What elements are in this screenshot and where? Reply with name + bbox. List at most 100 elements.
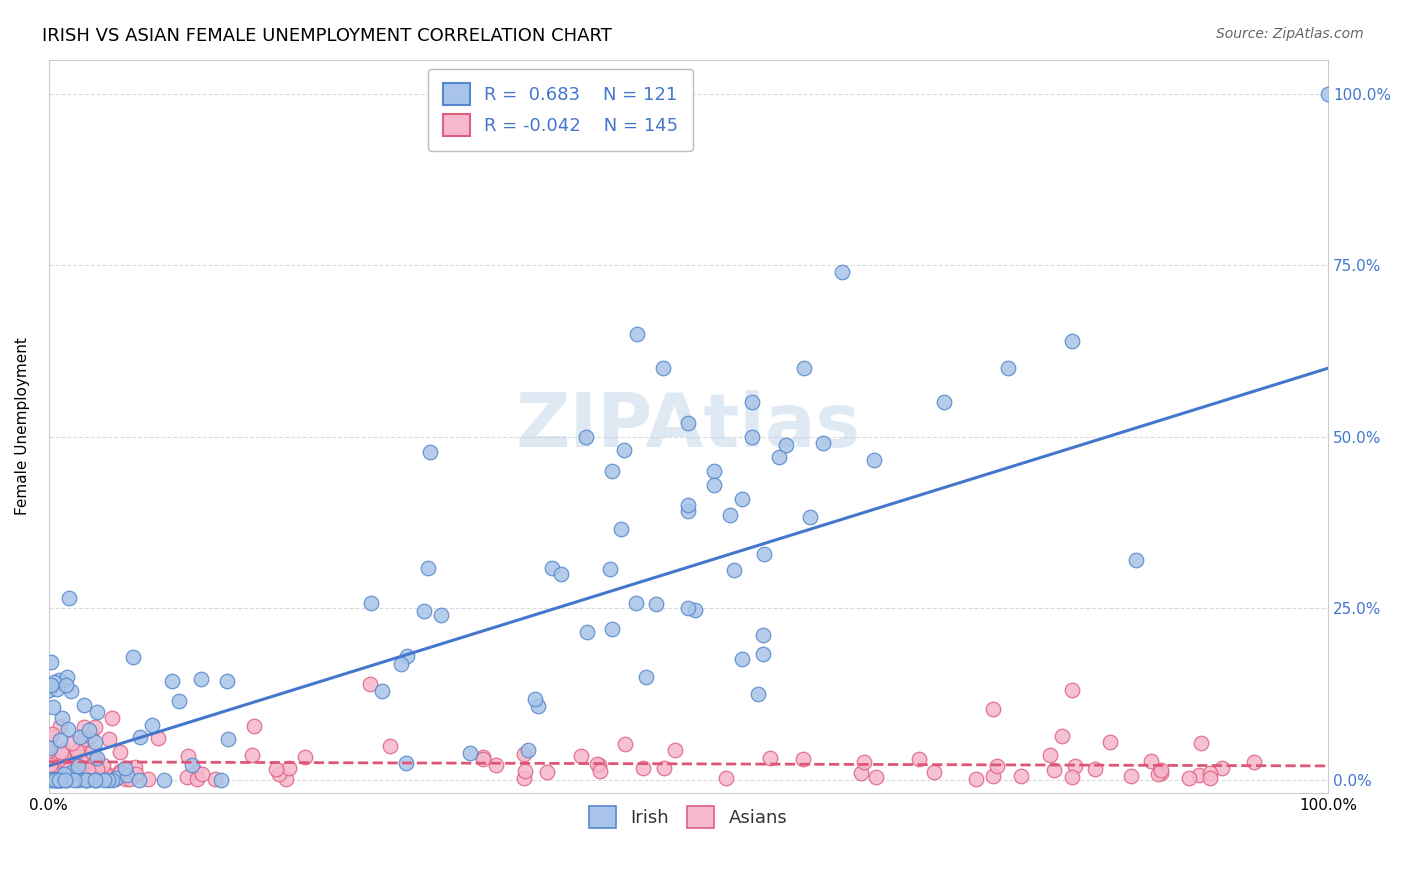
Point — [484, 757, 506, 772]
Point — [42, 746, 65, 760]
Point — [731, 651, 754, 665]
Point — [48, 772, 70, 787]
Point — [91, 758, 114, 772]
Point — [191, 766, 214, 780]
Point — [42, 760, 65, 774]
Point — [39, 757, 62, 772]
Point — [63, 771, 86, 785]
Point — [46, 772, 69, 787]
Point — [53, 767, 76, 781]
Point — [1317, 87, 1340, 101]
Point — [77, 772, 100, 786]
Point — [67, 758, 90, 772]
Point — [541, 561, 564, 575]
Point — [703, 464, 725, 478]
Point — [60, 771, 83, 785]
Point — [472, 749, 495, 764]
Point — [981, 769, 1004, 783]
Point — [378, 739, 401, 754]
Point — [108, 765, 131, 780]
Point — [1099, 734, 1122, 748]
Point — [100, 772, 122, 787]
Point — [66, 765, 89, 780]
Point — [96, 766, 118, 780]
Point — [981, 702, 1004, 716]
Point — [60, 765, 83, 780]
Point — [39, 730, 62, 744]
Point — [41, 772, 63, 787]
Point — [1189, 736, 1212, 750]
Point — [184, 764, 207, 779]
Point — [49, 772, 72, 787]
Point — [1062, 683, 1084, 698]
Point — [243, 719, 266, 733]
Point — [69, 764, 91, 779]
Point — [84, 753, 107, 767]
Point — [513, 747, 536, 761]
Point — [86, 705, 108, 719]
Point — [75, 772, 97, 787]
Point — [389, 657, 412, 672]
Point — [97, 772, 120, 787]
Point — [683, 603, 706, 617]
Point — [46, 772, 69, 787]
Point — [359, 676, 381, 690]
Point — [70, 754, 93, 768]
Point — [38, 741, 60, 756]
Point — [768, 450, 790, 464]
Point — [69, 739, 91, 753]
Point — [63, 768, 86, 782]
Point — [105, 771, 128, 785]
Point — [48, 673, 70, 687]
Point — [39, 761, 62, 775]
Point — [148, 731, 170, 746]
Point — [66, 744, 89, 758]
Point — [51, 711, 73, 725]
Point — [129, 731, 152, 745]
Point — [122, 649, 145, 664]
Point — [84, 772, 107, 787]
Point — [472, 752, 495, 766]
Point — [1125, 553, 1147, 567]
Point — [654, 761, 676, 775]
Point — [55, 763, 77, 777]
Point — [714, 771, 737, 785]
Point — [1198, 766, 1220, 780]
Point — [83, 765, 105, 780]
Text: ZIPAtlas: ZIPAtlas — [516, 390, 860, 463]
Point — [59, 769, 82, 783]
Point — [924, 764, 946, 779]
Point — [536, 765, 558, 780]
Point — [108, 764, 131, 779]
Point — [62, 772, 84, 786]
Point — [395, 756, 418, 770]
Point — [752, 628, 775, 642]
Point — [276, 772, 298, 786]
Point — [1150, 766, 1173, 780]
Point — [527, 699, 550, 714]
Point — [360, 597, 382, 611]
Point — [1147, 767, 1170, 781]
Point — [176, 770, 198, 784]
Point — [41, 772, 63, 787]
Point — [676, 504, 699, 518]
Point — [73, 755, 96, 769]
Point — [84, 772, 107, 787]
Point — [101, 711, 124, 725]
Point — [56, 763, 79, 777]
Point — [631, 761, 654, 775]
Point — [678, 601, 700, 615]
Point — [83, 720, 105, 734]
Point — [45, 772, 67, 786]
Point — [793, 361, 815, 376]
Point — [73, 698, 96, 713]
Point — [849, 766, 872, 780]
Point — [77, 763, 100, 777]
Point — [370, 684, 392, 698]
Point — [55, 678, 77, 692]
Point — [741, 430, 763, 444]
Point — [44, 763, 66, 777]
Point — [429, 608, 451, 623]
Point — [1062, 770, 1084, 784]
Point — [997, 361, 1019, 376]
